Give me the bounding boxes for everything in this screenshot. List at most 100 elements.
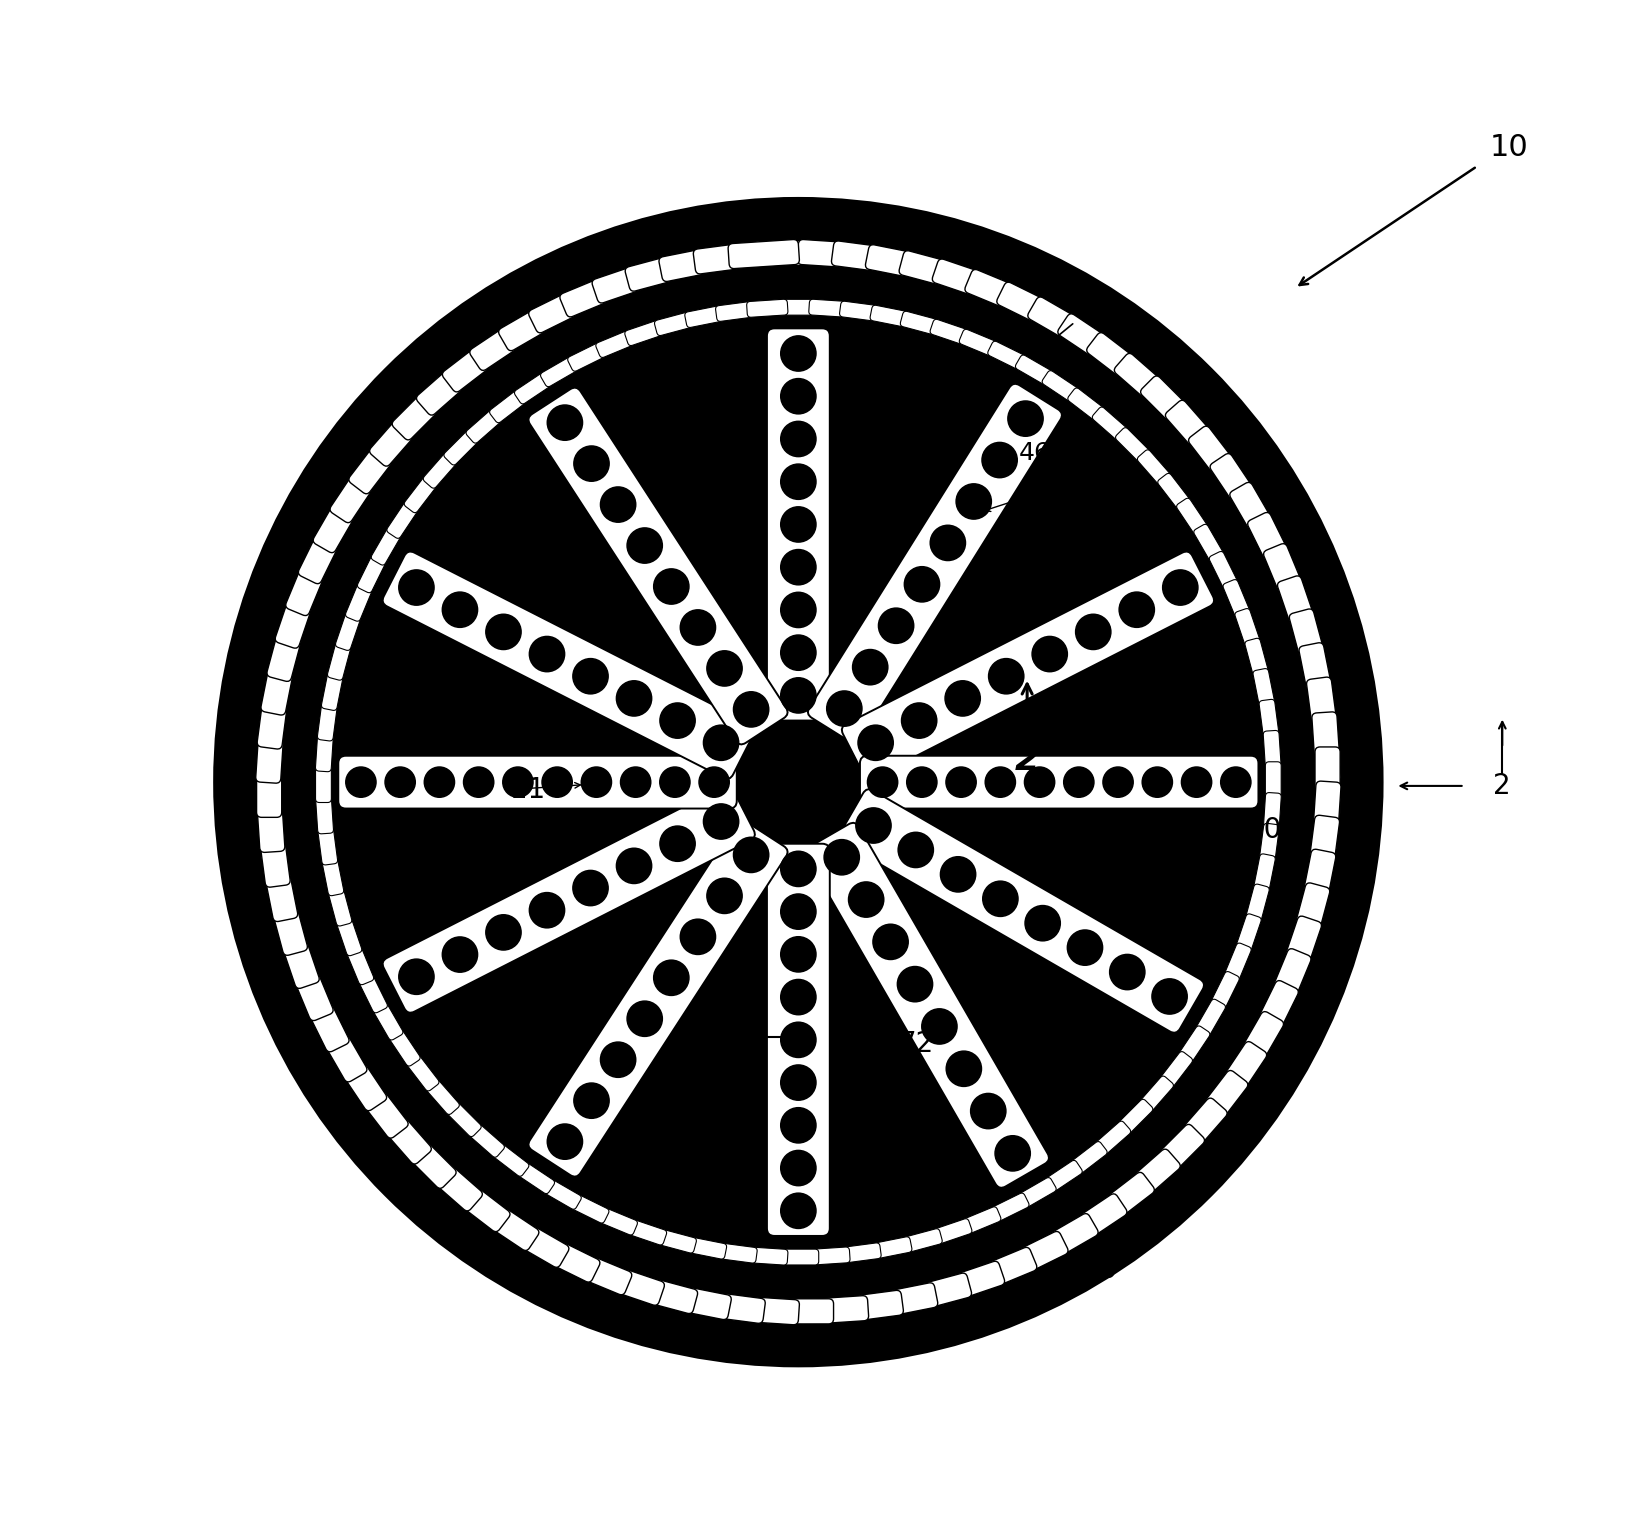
FancyBboxPatch shape [865,245,937,282]
FancyBboxPatch shape [466,1122,504,1157]
Circle shape [781,1022,815,1057]
Circle shape [983,881,1018,916]
Circle shape [1016,409,1036,428]
FancyBboxPatch shape [870,306,912,327]
FancyBboxPatch shape [832,1290,904,1323]
Text: 20: 20 [1245,816,1281,843]
FancyBboxPatch shape [336,914,362,955]
Circle shape [886,616,906,636]
Circle shape [1024,768,1054,798]
Text: 30: 30 [1075,291,1112,318]
Circle shape [548,774,565,790]
FancyBboxPatch shape [540,354,581,386]
FancyBboxPatch shape [1299,643,1336,715]
Circle shape [660,827,695,861]
Circle shape [982,442,1018,477]
Circle shape [848,883,884,917]
FancyBboxPatch shape [746,1248,787,1266]
Circle shape [781,421,815,457]
Circle shape [781,507,815,542]
FancyBboxPatch shape [1016,1178,1056,1210]
Circle shape [1181,768,1212,798]
Circle shape [931,1017,949,1036]
Circle shape [425,768,455,798]
Circle shape [555,413,575,433]
FancyBboxPatch shape [797,239,868,268]
Circle shape [866,733,886,752]
Circle shape [660,702,695,739]
FancyBboxPatch shape [777,1249,819,1266]
Circle shape [781,851,815,887]
Circle shape [547,1123,583,1160]
FancyBboxPatch shape [1138,1076,1173,1114]
FancyBboxPatch shape [387,1026,420,1066]
Circle shape [573,871,608,905]
Circle shape [399,960,435,995]
FancyBboxPatch shape [1245,884,1270,927]
Circle shape [789,1158,809,1178]
Circle shape [781,336,815,371]
FancyBboxPatch shape [369,400,432,466]
FancyBboxPatch shape [838,789,1204,1033]
FancyBboxPatch shape [809,1248,850,1266]
Circle shape [875,774,891,790]
Circle shape [1150,774,1166,790]
Text: +: + [794,775,804,789]
Circle shape [601,1042,636,1078]
Circle shape [308,292,1288,1272]
FancyBboxPatch shape [1016,354,1056,386]
FancyBboxPatch shape [1141,1125,1204,1188]
FancyBboxPatch shape [560,269,632,316]
Circle shape [346,768,376,798]
Circle shape [1071,774,1087,790]
FancyBboxPatch shape [1115,1099,1153,1137]
Circle shape [1033,913,1052,933]
Circle shape [906,840,926,860]
FancyBboxPatch shape [1253,854,1275,896]
Circle shape [991,889,1010,908]
Circle shape [662,577,680,597]
FancyBboxPatch shape [1278,575,1321,648]
Circle shape [746,730,851,834]
Circle shape [616,848,652,884]
FancyBboxPatch shape [1028,297,1099,351]
FancyBboxPatch shape [1043,1160,1082,1193]
FancyBboxPatch shape [382,551,754,778]
Circle shape [978,1101,998,1120]
Circle shape [636,1008,654,1028]
Circle shape [898,966,932,1002]
Circle shape [922,1008,957,1045]
Circle shape [781,634,815,671]
Circle shape [789,987,809,1007]
Circle shape [463,768,494,798]
FancyBboxPatch shape [1115,427,1153,465]
Circle shape [991,774,1008,790]
Circle shape [1159,987,1179,1007]
Circle shape [628,1001,662,1037]
FancyBboxPatch shape [768,329,830,721]
FancyBboxPatch shape [445,1099,481,1137]
Circle shape [581,768,611,798]
Circle shape [529,893,565,928]
Circle shape [907,768,937,798]
Circle shape [707,878,743,913]
FancyBboxPatch shape [797,1296,868,1325]
Circle shape [608,495,628,515]
FancyBboxPatch shape [693,1290,766,1323]
Circle shape [688,927,708,946]
Circle shape [1039,645,1059,663]
FancyBboxPatch shape [316,730,333,772]
FancyBboxPatch shape [901,1229,942,1254]
Circle shape [952,774,970,790]
FancyBboxPatch shape [1263,949,1311,1020]
Circle shape [1110,774,1127,790]
Circle shape [581,666,600,686]
Circle shape [789,557,809,577]
FancyBboxPatch shape [387,498,420,539]
FancyBboxPatch shape [489,388,529,422]
FancyBboxPatch shape [1230,1011,1283,1083]
FancyBboxPatch shape [1299,849,1336,922]
FancyBboxPatch shape [336,609,362,651]
Circle shape [573,1083,609,1119]
Circle shape [1151,980,1187,1014]
